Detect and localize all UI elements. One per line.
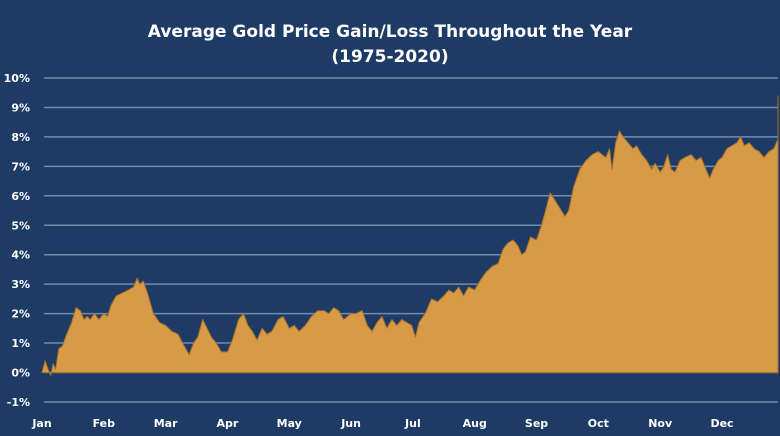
chart-subtitle: (1975-2020) bbox=[331, 47, 448, 67]
y-tick-label: 0% bbox=[11, 367, 30, 380]
area-series bbox=[41, 95, 779, 376]
y-tick-label: 6% bbox=[11, 190, 30, 203]
x-tick-label: Aug bbox=[463, 417, 487, 430]
x-tick-label: Feb bbox=[93, 417, 116, 430]
x-tick-label: Jun bbox=[340, 417, 361, 430]
y-tick-label: -1% bbox=[7, 396, 30, 409]
x-tick-label: Sep bbox=[525, 417, 548, 430]
x-tick-label: Oct bbox=[588, 417, 609, 430]
x-tick-label: Jul bbox=[404, 417, 421, 430]
y-tick-label: 4% bbox=[11, 249, 30, 262]
chart-title: Average Gold Price Gain/Loss Throughout … bbox=[148, 22, 633, 42]
x-tick-label: Dec bbox=[710, 417, 733, 430]
x-tick-label: May bbox=[277, 417, 302, 430]
y-tick-label: 9% bbox=[11, 101, 30, 114]
x-tick-label: Mar bbox=[154, 417, 178, 430]
x-tick-label: Apr bbox=[217, 417, 239, 430]
y-tick-label: 1% bbox=[11, 337, 30, 350]
x-axis-ticks: Jan Feb Mar Apr May Jun Jul Aug Sep Oct Nov Dec bbox=[31, 417, 733, 430]
y-tick-label: 10% bbox=[4, 72, 30, 85]
area-fill bbox=[41, 95, 779, 376]
y-tick-label: 7% bbox=[11, 160, 30, 173]
x-tick-label: Nov bbox=[648, 417, 673, 430]
y-tick-label: 8% bbox=[11, 131, 30, 144]
y-tick-label: 2% bbox=[11, 308, 30, 321]
y-tick-label: 3% bbox=[11, 278, 30, 291]
x-tick-label: Jan bbox=[31, 417, 51, 430]
y-axis-ticks: -1% 0% 1% 2% 3% 4% 5% 6% 7% 8% 9% 10% bbox=[4, 72, 30, 409]
y-tick-label: 5% bbox=[11, 219, 30, 232]
